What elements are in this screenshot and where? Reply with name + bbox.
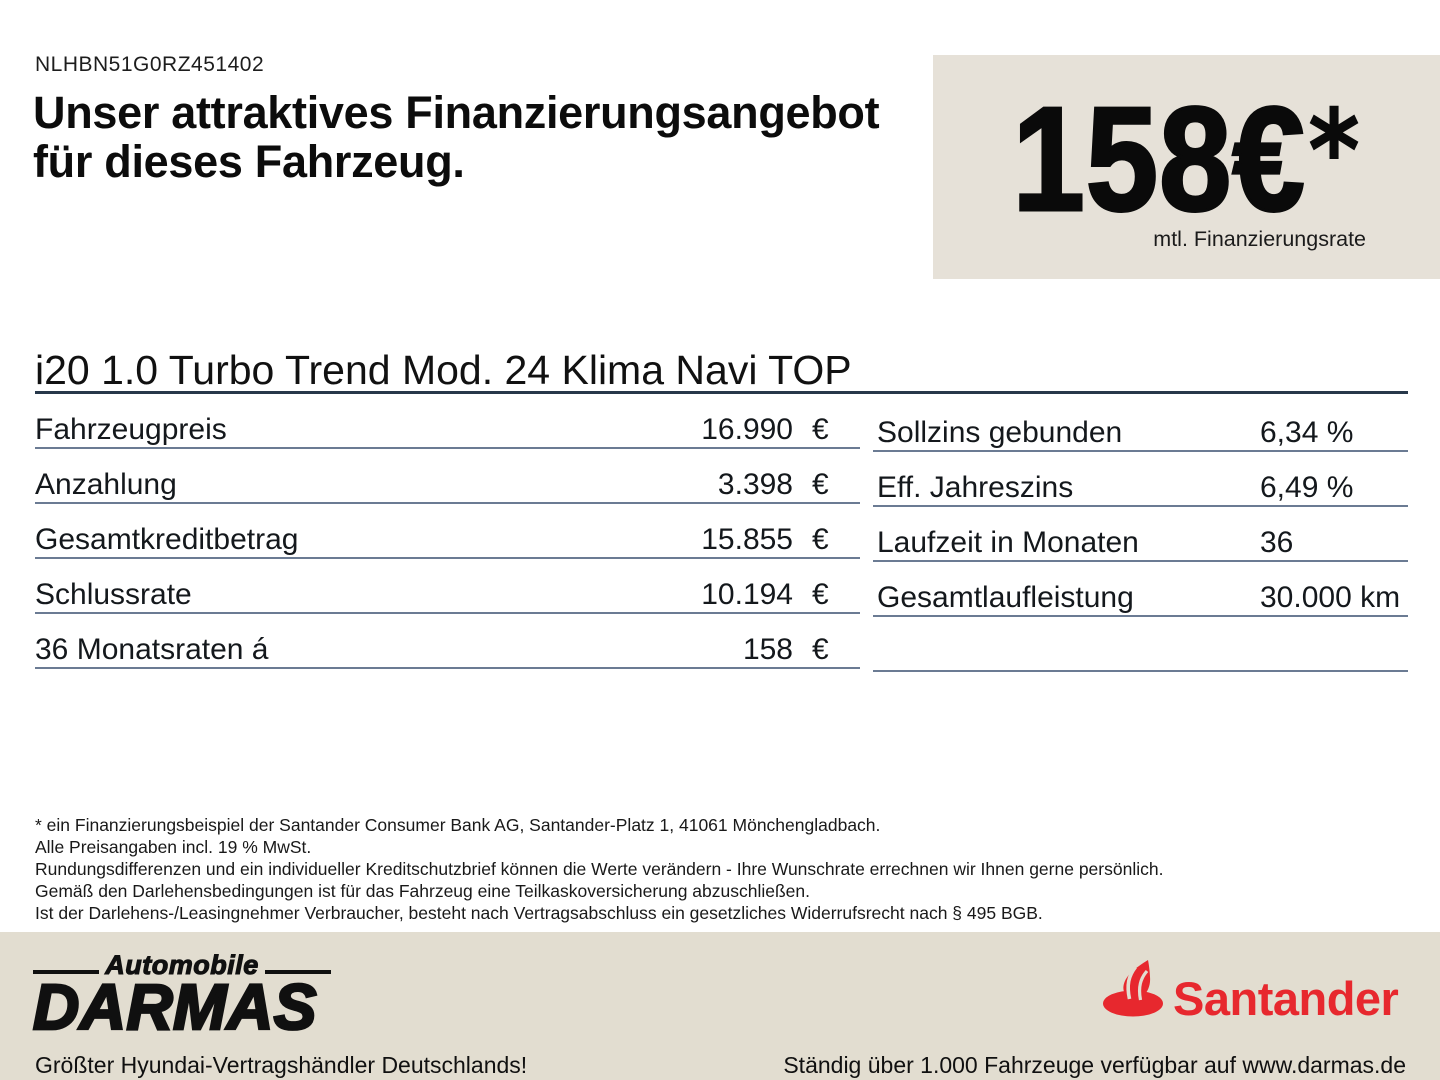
dealer-tagline: Größter Hyundai-Vertragshändler Deutschl… [35,1052,528,1078]
finance-row-label: Anzahlung [35,468,177,501]
finance-row-value: 6,34 % [1260,416,1354,449]
finance-row-value: 6,49 % [1260,471,1354,504]
finance-table-right-column: Sollzins gebunden 6,34 % Eff. Jahreszins 6,… [873,397,1408,672]
finance-row-label: Gesamtlaufleistung [877,581,1134,614]
finance-row-label: Sollzins gebunden [877,416,1123,449]
finance-row-value: 36 [1260,526,1294,559]
finance-row-unit: € [812,468,829,501]
darmas-logo-name: DARMAS [32,971,318,1043]
finance-row-label: Schlussrate [35,578,192,611]
finance-row: Sollzins gebunden 6,34 % [873,397,1408,452]
finance-row-value: 30.000 km [1260,581,1401,614]
asterisk-mark: * [1308,87,1360,217]
footer-band: Automobile DARMAS Santander Größter Hyun… [0,932,1440,1080]
finance-row-value: 16.990 [701,413,793,446]
finance-row-unit: € [812,578,829,611]
disclaimer-line: Ist der Darlehens-/Leasingnehmer Verbrau… [35,903,1043,923]
finance-row-unit: € [812,633,829,666]
finance-row-value: 15.855 [701,523,793,556]
bank-tagline: Ständig über 1.000 Fahrzeuge verfügbar a… [783,1052,1406,1078]
finance-row: Gesamtkreditbetrag 15.855 € [35,504,860,559]
santander-logo: Santander [1102,959,1399,1025]
finance-row-label: Gesamtkreditbetrag [35,523,299,556]
finance-row: Schlussrate 10.194 € [35,559,860,614]
finance-row: 36 Monatsraten á 158 € [35,614,860,669]
vehicle-title: i20 1.0 Turbo Trend Mod. 24 Klima Navi T… [35,350,1408,394]
finance-row: Anzahlung 3.398 € [35,449,860,504]
disclaimer-line: Alle Preisangaben incl. 19 % MwSt. [35,837,312,857]
finance-row-label: Eff. Jahreszins [877,471,1074,504]
disclaimer-line: Rundungsdifferenzen und ein individuelle… [35,859,1164,879]
finance-row [873,617,1408,672]
disclaimer-line: Gemäß den Darlehensbedingungen ist für d… [35,881,810,901]
finance-row-label: Fahrzeugpreis [35,413,227,446]
santander-flame-icon [1103,960,1163,1017]
monthly-rate-caption: mtl. Finanzierungsrate [1153,227,1366,251]
finance-row-unit: € [812,523,829,556]
finance-row-value: 3.398 [717,468,793,501]
vin-number: NLHBN51G0RZ451402 [35,53,265,76]
finance-table: i20 1.0 Turbo Trend Mod. 24 Klima Navi T… [35,350,1408,672]
finance-row-value: 10.194 [701,578,793,611]
finance-row-unit: € [812,413,829,446]
page-title: Unser attraktives Finanzierungsangebot fü… [33,87,880,187]
page-title-line1: Unser attraktives Finanzierungsangebot [33,87,880,138]
finance-row-label: Laufzeit in Monaten [877,526,1139,559]
monthly-rate-amount: 158€ * [1011,77,1360,242]
finance-table-left-column: Fahrzeugpreis 16.990 € Anzahlung 3.398 € Gesam… [35,394,860,672]
finance-row: Eff. Jahreszins 6,49 % [873,452,1408,507]
finance-row: Laufzeit in Monaten 36 [873,507,1408,562]
finance-row-value: 158 [742,633,793,666]
logo-bar-left [33,969,100,974]
page-title-line2: für dieses Fahrzeug. [33,136,465,187]
finance-row: Fahrzeugpreis 16.990 € [35,394,860,449]
logo-bar-right [264,969,331,974]
disclaimer-text: * ein Finanzierungsbeispiel der Santande… [35,814,1163,924]
monthly-rate-box: 158€ * mtl. Finanzierungsrate [933,55,1440,279]
disclaimer-line: * ein Finanzierungsbeispiel der Santande… [35,815,881,835]
finance-row-label: 36 Monatsraten á [35,633,269,666]
darmas-logo-automobile: Automobile [105,950,259,980]
santander-logo-text: Santander [1173,972,1399,1025]
finance-row: Gesamtlaufleistung 30.000 km [873,562,1408,617]
darmas-logo: Automobile DARMAS [32,950,331,1043]
